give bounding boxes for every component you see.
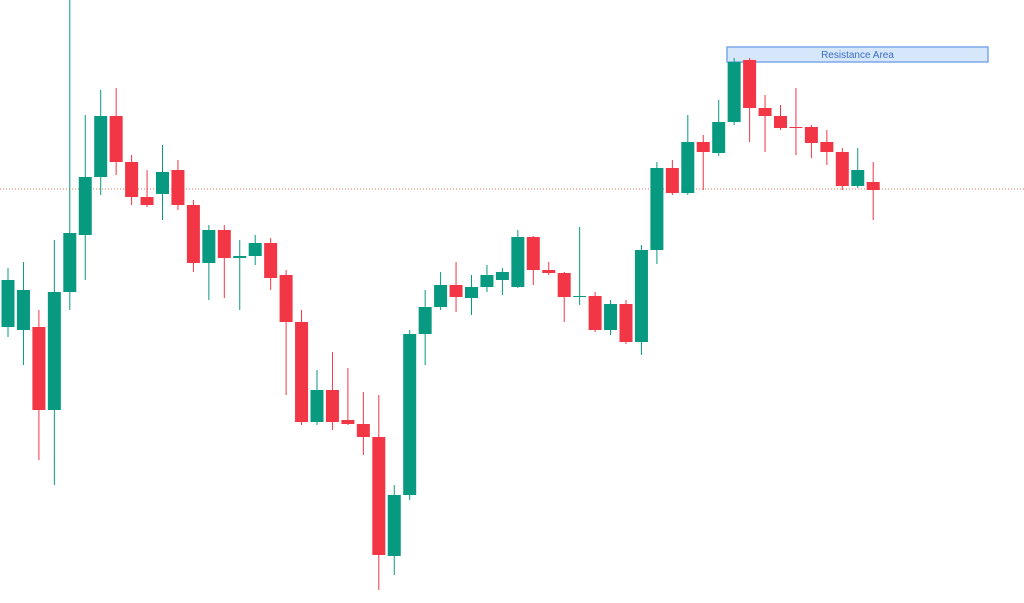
- candle-body: [495, 272, 509, 280]
- resistance-area: [726, 46, 989, 63]
- candle-body: [542, 270, 556, 273]
- candle-body: [774, 116, 787, 128]
- candle-body: [156, 172, 169, 194]
- candle-body: [604, 304, 618, 330]
- candle-body: [94, 116, 108, 177]
- candle-body: [789, 127, 803, 128]
- candle-body: [403, 334, 417, 495]
- candle-body: [109, 116, 123, 162]
- candle-body: [78, 177, 92, 235]
- candle-body: [125, 162, 139, 197]
- candle-body: [696, 142, 710, 152]
- candle-body: [171, 170, 185, 205]
- candle-body: [557, 273, 571, 297]
- candle-body: [727, 62, 741, 122]
- candle-body: [310, 390, 324, 422]
- candle-body: [619, 304, 633, 342]
- candle-body: [434, 285, 448, 307]
- candle-body: [325, 390, 339, 422]
- candle-body: [372, 437, 386, 555]
- candle-body: [712, 122, 726, 153]
- candle-body: [650, 168, 664, 250]
- candle-body: [465, 287, 478, 298]
- candle-body: [186, 205, 200, 263]
- candle-body: [866, 182, 880, 190]
- candle-body: [573, 296, 587, 297]
- candle-body: [356, 424, 370, 437]
- candle-body: [511, 237, 525, 287]
- candle-body: [743, 60, 757, 108]
- candle-body: [279, 275, 293, 322]
- candle-body: [295, 322, 309, 422]
- candle-body: [140, 197, 154, 205]
- candle-body: [480, 275, 494, 287]
- candle-body: [47, 292, 61, 410]
- candle-body: [32, 327, 46, 410]
- candle-body: [233, 256, 247, 258]
- candle-body: [341, 420, 355, 424]
- candle-body: [63, 233, 77, 292]
- candle-body: [449, 285, 463, 297]
- candle-body: [248, 243, 262, 256]
- candle-body: [387, 495, 401, 556]
- candle-body: [804, 127, 818, 143]
- candle-body: [835, 152, 849, 186]
- candle-body: [1, 280, 15, 327]
- candle-body: [681, 142, 695, 193]
- candle-body: [217, 230, 231, 258]
- candle-body: [588, 296, 602, 330]
- candle-body: [758, 108, 772, 116]
- candle-body: [820, 142, 834, 152]
- candle-body: [418, 307, 432, 334]
- candle-body: [202, 230, 216, 263]
- candle-body: [665, 168, 679, 193]
- annotation-label: Resistance Area: [821, 50, 894, 61]
- candle-body: [526, 237, 540, 270]
- candle-body: [634, 250, 648, 342]
- candle-body: [264, 243, 278, 278]
- candle-body: [16, 290, 30, 330]
- candle-body: [851, 170, 865, 186]
